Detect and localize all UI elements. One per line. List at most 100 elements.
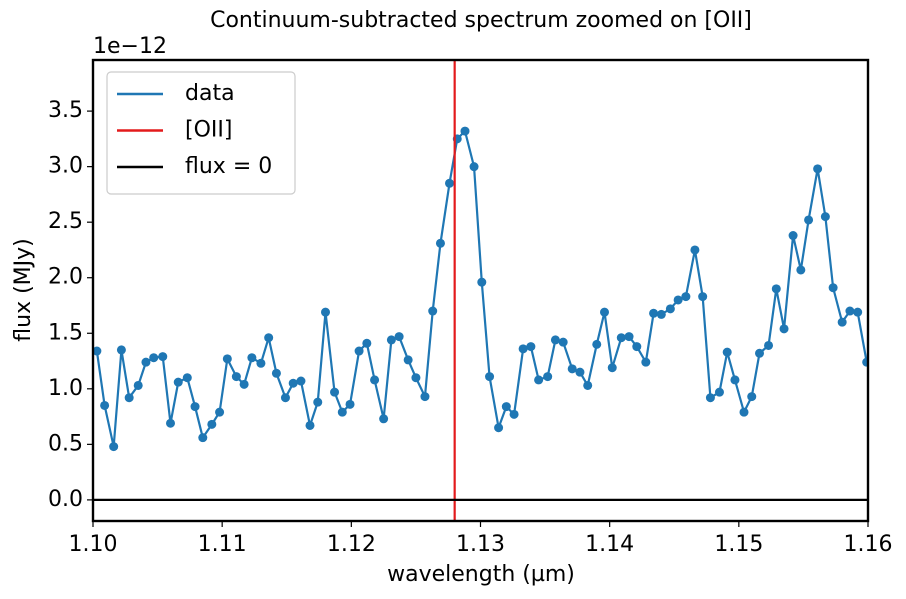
data-point <box>820 212 830 222</box>
data-point <box>420 392 430 402</box>
data-point <box>288 378 298 388</box>
data-point <box>428 306 438 316</box>
data-point <box>207 419 217 429</box>
data-point <box>445 178 454 188</box>
data-point <box>501 402 511 412</box>
data-point <box>698 292 708 302</box>
data-point <box>518 344 528 354</box>
data-point <box>656 309 666 319</box>
data-point <box>100 400 110 410</box>
data-point <box>264 333 274 343</box>
data-point <box>845 306 855 316</box>
data-point <box>460 126 470 136</box>
data-point <box>141 357 151 367</box>
data-point <box>632 342 642 352</box>
data-point <box>494 423 504 433</box>
data-point <box>690 245 700 255</box>
plot-frame <box>91 58 870 523</box>
x-tick-label: 1.14 <box>585 532 634 557</box>
data-point <box>853 307 863 317</box>
data-point <box>394 332 404 342</box>
legend-label: data <box>185 81 235 106</box>
data-point <box>321 307 330 317</box>
y-tick-label: 2.0 <box>48 265 83 290</box>
data-point <box>673 295 683 305</box>
data-point <box>862 357 868 367</box>
x-tick-label: 1.13 <box>456 532 505 557</box>
data-point <box>607 363 617 373</box>
data-point <box>624 332 634 342</box>
data-point <box>543 372 553 382</box>
x-tick-label: 1.12 <box>327 532 376 557</box>
data-point <box>337 407 347 417</box>
data-point <box>779 324 789 334</box>
data-point <box>714 387 724 397</box>
data-point <box>379 414 389 424</box>
data-point <box>109 442 119 452</box>
data-point <box>755 348 764 358</box>
data-point <box>345 399 355 409</box>
x-tick-label: 1.11 <box>198 532 247 557</box>
data-point <box>592 339 602 349</box>
data-point <box>239 379 249 389</box>
offset-text: 1e−12 <box>93 34 167 59</box>
data-point <box>600 307 609 317</box>
data-point <box>567 364 577 374</box>
data-point <box>190 402 200 412</box>
data-point <box>386 335 396 345</box>
data-point <box>222 354 232 364</box>
data-point <box>173 377 183 387</box>
data-point <box>837 317 847 327</box>
data-point <box>149 353 159 363</box>
data-point <box>641 357 651 367</box>
data-point <box>665 304 675 314</box>
data-point <box>93 346 102 356</box>
data-point <box>330 387 340 397</box>
data-point <box>526 342 536 352</box>
data-point <box>370 375 380 385</box>
data-point <box>158 352 168 362</box>
data-point <box>705 393 715 403</box>
data-point <box>313 397 323 407</box>
y-tick-label: 2.5 <box>48 209 83 234</box>
data-point <box>722 347 732 357</box>
data-point <box>616 333 626 343</box>
data-point <box>681 292 691 302</box>
data-point <box>247 353 257 363</box>
data-point <box>411 373 421 383</box>
legend-label: [OII] <box>185 118 232 143</box>
data-point <box>550 335 560 345</box>
y-tick-label: 1.5 <box>48 320 83 345</box>
data-point <box>124 393 134 403</box>
data-point <box>280 393 290 403</box>
data-point <box>730 375 740 385</box>
data-point <box>764 340 774 350</box>
data-point <box>231 372 241 382</box>
data-point <box>747 392 757 402</box>
legend-label: flux = 0 <box>185 154 272 179</box>
data-point <box>435 238 445 248</box>
data-point <box>354 346 364 356</box>
data-point <box>477 277 487 287</box>
data-point <box>469 162 479 172</box>
data-point <box>796 265 806 275</box>
data-point <box>485 372 495 382</box>
data-point <box>813 164 823 174</box>
data-point <box>116 345 126 355</box>
plot-area <box>93 60 868 521</box>
data-point <box>403 355 413 365</box>
x-tick-label: 1.16 <box>844 532 893 557</box>
y-tick-label: 3.0 <box>48 154 83 179</box>
x-axis-label: wavelength (µm) <box>387 562 575 587</box>
data-point <box>828 283 838 293</box>
data-point <box>133 380 143 390</box>
y-tick-label: 3.5 <box>48 98 83 123</box>
chart-title: Continuum-subtracted spectrum zoomed on … <box>210 8 752 33</box>
data-point <box>362 338 372 348</box>
data-point <box>305 420 315 430</box>
legend-box <box>106 71 296 195</box>
data-point <box>256 358 266 368</box>
data-point <box>182 373 192 383</box>
data-point <box>739 407 749 417</box>
